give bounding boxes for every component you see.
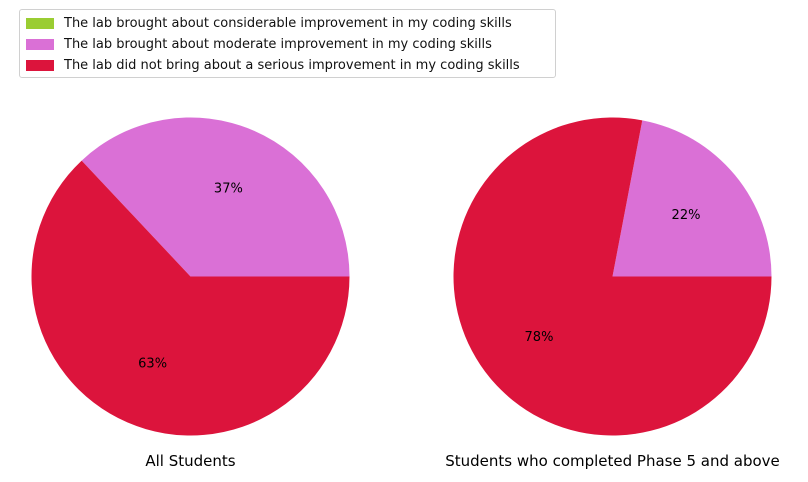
pie-slice-moderate xyxy=(612,120,772,277)
pie-phase5-students: 0%22%78%Students who completed Phase 5 a… xyxy=(445,117,780,470)
legend-item-none: The lab did not bring about a serious im… xyxy=(26,55,520,75)
pie-all-students: 0%37%63%All Students xyxy=(31,117,350,470)
legend-item-moderate: The lab brought about moderate improveme… xyxy=(26,34,492,54)
pie-slice-moderate xyxy=(81,117,350,277)
pie-label-none: 78% xyxy=(525,330,554,345)
pie-title: Students who completed Phase 5 and above xyxy=(445,452,780,470)
pie-slice-none xyxy=(453,117,772,436)
legend-swatch-considerable xyxy=(26,17,54,29)
legend-label-none: The lab did not bring about a serious im… xyxy=(64,57,520,73)
pie-slice-none xyxy=(31,160,350,436)
legend-swatch-moderate xyxy=(26,38,54,50)
chart-legend: The lab brought about considerable impro… xyxy=(19,9,556,78)
pie-title: All Students xyxy=(145,452,235,470)
pie-label-none: 63% xyxy=(138,357,167,372)
pie-label-moderate: 37% xyxy=(214,181,243,196)
legend-label-moderate: The lab brought about moderate improveme… xyxy=(64,36,492,52)
legend-swatch-none xyxy=(26,59,54,71)
pie-label-moderate: 22% xyxy=(672,208,701,223)
legend-label-considerable: The lab brought about considerable impro… xyxy=(64,15,512,31)
legend-item-considerable: The lab brought about considerable impro… xyxy=(26,13,512,33)
